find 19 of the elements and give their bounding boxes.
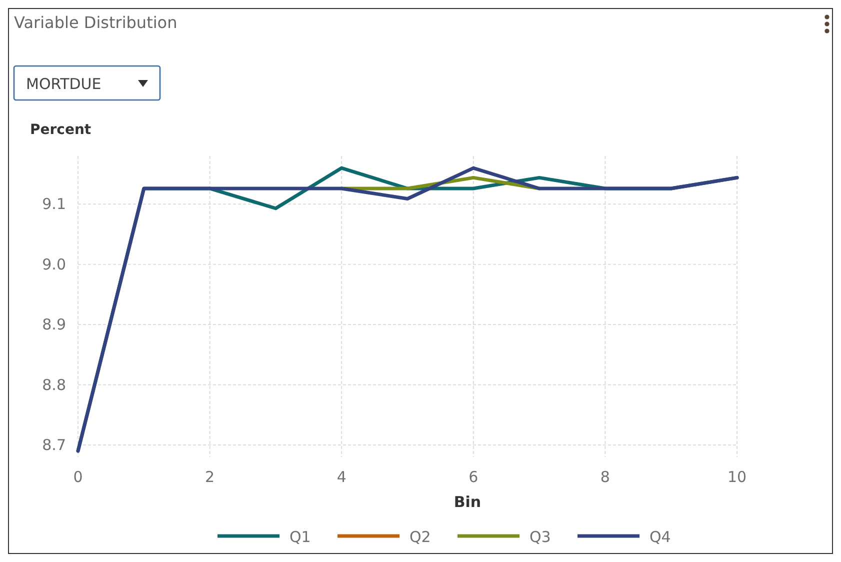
chart-title: Variable Distribution: [14, 13, 178, 32]
y-tick-label: 9.0: [42, 255, 66, 274]
y-axis-title: Percent: [30, 122, 92, 138]
legend-label: Q1: [290, 528, 311, 546]
y-tick-label: 9.1: [42, 195, 66, 214]
y-tick-label: 8.8: [42, 376, 66, 394]
legend-label: Q4: [650, 528, 671, 546]
legend-label: Q3: [530, 528, 551, 546]
y-tick-label: 8.7: [42, 436, 66, 454]
x-tick-label: 2: [205, 468, 215, 486]
x-tick-label: 4: [336, 468, 346, 486]
x-tick-label: 8: [600, 468, 610, 486]
text: MORTDUE: [26, 75, 102, 93]
x-tick-label: 10: [727, 468, 747, 486]
x-tick-label: 0: [73, 468, 83, 486]
y-tick-label: 8.9: [42, 316, 66, 334]
x-tick-label: 6: [468, 468, 478, 486]
legend-label: Q2: [410, 528, 431, 546]
x-axis-title: Bin: [454, 493, 482, 511]
